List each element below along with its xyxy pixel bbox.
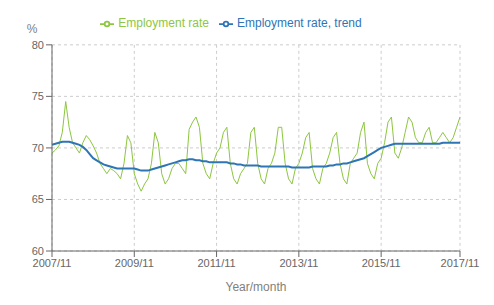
svg-text:2017/11: 2017/11 (441, 257, 480, 269)
svg-text:60: 60 (32, 245, 44, 257)
svg-text:80: 80 (32, 39, 44, 51)
svg-text:%: % (27, 22, 38, 36)
svg-text:2007/11: 2007/11 (33, 257, 72, 269)
svg-text:Year/month: Year/month (226, 280, 287, 294)
svg-text:2011/11: 2011/11 (198, 257, 236, 269)
svg-text:65: 65 (32, 193, 44, 205)
svg-text:2015/11: 2015/11 (362, 257, 401, 269)
svg-text:2013/11: 2013/11 (279, 257, 318, 269)
html-text:Employment rate: Employment rate (118, 16, 209, 30)
svg-text:75: 75 (32, 90, 44, 102)
svg-text:70: 70 (32, 142, 44, 154)
html-text:Employment rate, trend: Employment rate, trend (237, 16, 362, 30)
svg-text:2009/11: 2009/11 (115, 257, 154, 269)
